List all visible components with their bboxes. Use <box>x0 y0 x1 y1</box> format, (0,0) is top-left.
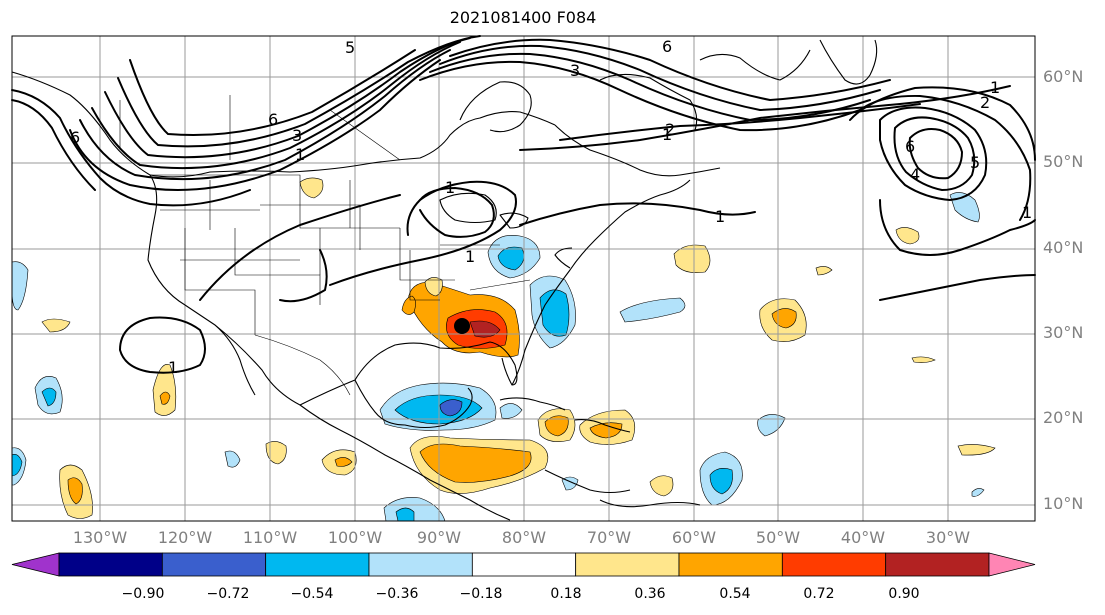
contour-label: 5 <box>345 38 355 57</box>
colorbar-tick-label: 0.36 <box>634 586 666 602</box>
figure-title: 2021081400 F084 <box>449 8 597 27</box>
lon-label: 110°W <box>242 528 298 547</box>
colorbar-extend-low <box>11 552 60 577</box>
colorbar-swatch <box>885 552 990 577</box>
colorbar-tick-label: 0.90 <box>888 586 920 602</box>
contour-label: 5 <box>970 153 980 172</box>
contour-label: 6 <box>70 128 80 147</box>
colorbar-tick-label: −0.90 <box>121 586 165 602</box>
lon-label: 90°W <box>416 528 462 547</box>
contour-label: 4 <box>910 165 920 184</box>
lon-label: 120°W <box>157 528 213 547</box>
lon-label: 130°W <box>72 528 128 547</box>
colorbar-swatch <box>471 552 577 577</box>
colorbar-swatch <box>265 552 370 577</box>
colorbar-tick-label: −0.54 <box>290 586 334 602</box>
colorbar-tick-label: −0.18 <box>459 586 503 602</box>
contour-labels: 5 6 3 6 1 6 3 1 1 2 1 2 6 5 4 1 1 1 1 <box>70 37 1032 377</box>
warm-deep-southeast <box>469 320 501 338</box>
contour-label: 1 <box>715 207 725 226</box>
contour-label: 1 <box>990 78 1000 97</box>
lat-label: 50°N <box>1043 152 1084 171</box>
contour-label: 1 <box>1022 203 1032 222</box>
contour-label: 3 <box>292 126 302 145</box>
contour-label: 1 <box>168 358 178 377</box>
contours <box>11 35 1036 374</box>
colorbar-tick-label: −0.36 <box>375 586 419 602</box>
contour-label: 1 <box>295 145 305 164</box>
contour-label: 2 <box>665 120 675 139</box>
lon-label: 50°W <box>755 528 801 547</box>
colorbar-tick-label: 0.18 <box>550 586 582 602</box>
contour-label: 3 <box>570 61 580 80</box>
colorbar-tick-label: 0.54 <box>719 586 751 602</box>
graticule <box>12 36 1035 521</box>
contour-label: 1 <box>445 178 455 197</box>
contour-label: 6 <box>268 110 278 129</box>
lat-label: 10°N <box>1043 494 1084 513</box>
contour-label: 1 <box>662 125 672 144</box>
lon-label: 80°W <box>501 528 547 547</box>
lon-label: 60°W <box>671 528 717 547</box>
contour-label: 6 <box>905 137 915 156</box>
map-frame <box>11 35 1036 522</box>
lat-label: 20°N <box>1043 408 1084 427</box>
colorbar <box>11 552 1036 577</box>
lon-label: 40°W <box>840 528 886 547</box>
shading-layer <box>11 177 996 522</box>
colorbar-swatch <box>58 552 163 577</box>
colorbar-tick-label: 0.72 <box>803 586 835 602</box>
lat-label: 60°N <box>1043 67 1084 86</box>
coastlines <box>11 39 878 521</box>
contour-label: 1 <box>465 247 475 266</box>
borders <box>119 95 531 396</box>
colorbar-extend-high <box>988 552 1036 577</box>
lon-label: 70°W <box>586 528 632 547</box>
contour-label: 6 <box>662 37 672 56</box>
lon-label: 100°W <box>327 528 383 547</box>
storm-center-marker <box>454 318 470 334</box>
colorbar-swatch <box>575 552 680 577</box>
lon-label: 30°W <box>925 528 971 547</box>
colorbar-swatch <box>781 552 887 577</box>
colorbar-tick-label: −0.72 <box>206 586 250 602</box>
colorbar-swatch <box>678 552 783 577</box>
colorbar-swatch <box>161 552 267 577</box>
lat-label: 40°N <box>1043 238 1084 257</box>
lat-label: 30°N <box>1043 323 1084 342</box>
contour-label: 2 <box>980 93 990 112</box>
colorbar-swatch <box>368 552 473 577</box>
